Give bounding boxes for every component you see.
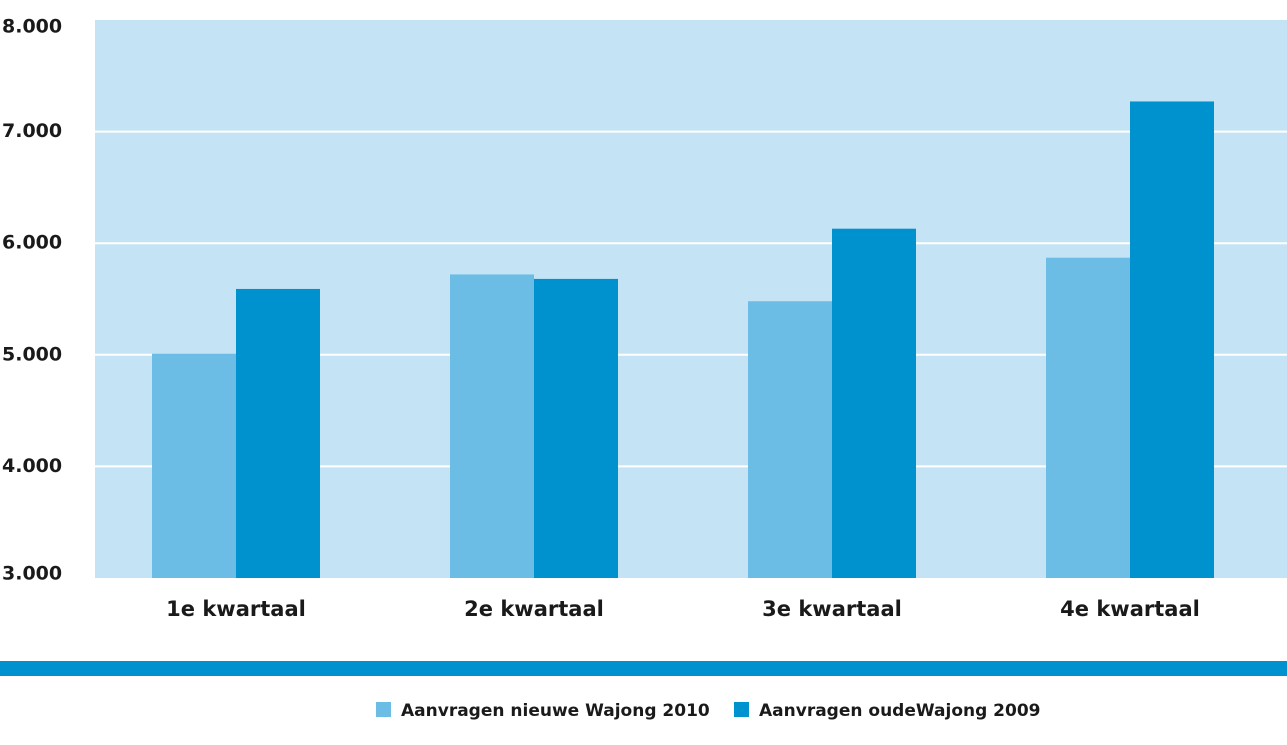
- y-axis-tick-labels: 3.000 4.000 5.000 6.000 7.000 8.000: [2, 16, 62, 585]
- bar: [534, 278, 618, 578]
- x-category-label: 1e kwartaal: [166, 597, 306, 621]
- y-tick-label: 3.000: [2, 563, 62, 585]
- legend-swatch: [734, 702, 749, 717]
- bar: [748, 301, 832, 578]
- legend: Aanvragen nieuwe Wajong 2010 Aanvragen ou…: [376, 701, 1041, 721]
- x-category-label: 4e kwartaal: [1060, 597, 1200, 621]
- bar: [450, 274, 534, 578]
- x-axis-category-labels: 1e kwartaal 2e kwartaal 3e kwartaal 4e kwar…: [166, 597, 1200, 621]
- bar: [236, 288, 320, 578]
- legend-swatch: [376, 702, 391, 717]
- legend-label: Aanvragen oudeWajong 2009: [759, 701, 1041, 721]
- y-tick-label: 4.000: [2, 455, 62, 477]
- y-tick-label: 5.000: [2, 343, 62, 365]
- bar: [1130, 101, 1214, 578]
- y-tick-label: 8.000: [2, 16, 62, 38]
- legend-label: Aanvragen nieuwe Wajong 2010: [401, 701, 710, 721]
- bar: [1046, 257, 1130, 578]
- bar: [152, 353, 236, 578]
- bottom-separator-band: [0, 661, 1287, 676]
- bar: [832, 228, 916, 578]
- y-tick-label: 7.000: [2, 120, 62, 142]
- bars: [152, 101, 1214, 578]
- x-category-label: 3e kwartaal: [762, 597, 902, 621]
- y-tick-label: 6.000: [2, 232, 62, 254]
- x-category-label: 2e kwartaal: [464, 597, 604, 621]
